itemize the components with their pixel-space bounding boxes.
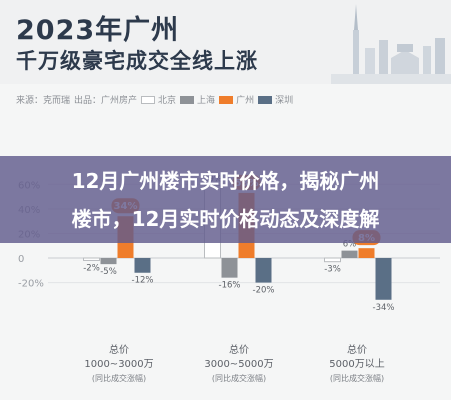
source-label: 来源：克而瑞 [16,95,71,106]
data-label: 6% [343,240,357,250]
data-label: -2% [83,263,100,273]
category-label-2: 总价 3000~5000万 (同比成交涨幅) [204,345,274,383]
legend-item-beijing: 北京 [141,93,176,106]
y-tick-label: -20% [18,279,44,290]
category-label-1: 总价 1000~3000万 (同比成交涨幅) [84,345,154,383]
city-skyline-illustration [331,4,451,84]
bar-上海 [341,250,358,258]
legend-item-shenzhen: 深圳 [258,93,293,106]
headline-line-2: 楼市，12月实时价格动态及深度解 [71,207,380,231]
legend-item-shanghai: 上海 [180,93,215,106]
bar-北京 [324,257,341,263]
headline-line-1: 12月广州楼市实时价格，揭秘广州 [71,169,380,193]
bar-深圳 [375,258,392,300]
data-label: -16% [219,281,241,291]
chart-title: 2023年广州 [16,15,180,46]
legend-item-guangzhou: 广州 [219,93,254,106]
data-label: -3% [324,265,341,275]
bar-深圳 [134,258,151,273]
category-label-3: 总价 5000万以上 (同比成交涨幅) [329,345,385,383]
chart-legend: 来源：克而瑞 出品：广州房产 北京 上海 广州 深圳 [16,92,297,106]
headline-banner: 12月广州楼市实时价格，揭秘广州 楼市，12月实时价格动态及深度解 [0,156,451,243]
bar-上海 [100,258,117,265]
bar-北京 [83,257,100,261]
chart-header: 2023年广州 千万级豪宅成交全线上涨 [0,0,451,84]
headline-text: 12月广州楼市实时价格，揭秘广州 楼市，12月实时价格动态及深度解 [0,156,451,244]
data-label: -5% [100,267,117,277]
data-label: -34% [373,303,395,313]
data-label: -12% [132,276,154,286]
y-tick-label: 0 [18,254,24,265]
bar-深圳 [255,258,272,283]
bar-广州 [358,248,375,258]
maker-label: 出品：广州房产 [74,95,138,106]
data-label: -20% [253,286,275,296]
chart-subtitle: 千万级豪宅成交全线上涨 [16,49,258,73]
bar-上海 [221,258,238,278]
